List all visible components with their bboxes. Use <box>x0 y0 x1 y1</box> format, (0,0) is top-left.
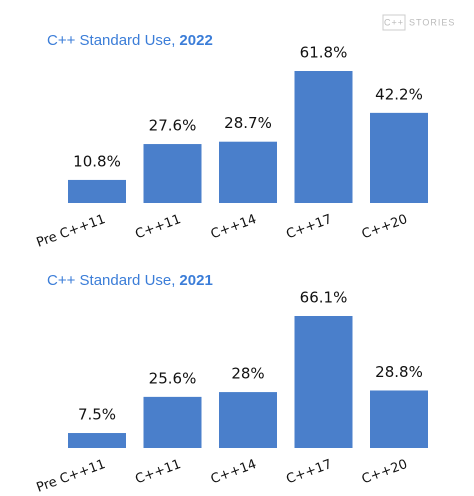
value-label: 28.7% <box>224 114 272 132</box>
category-label: Pre C++11 <box>35 457 108 496</box>
value-label: 7.5% <box>78 406 116 424</box>
title-text: C++ Standard Use, <box>47 32 175 49</box>
category-label: C++11 <box>133 212 183 242</box>
bar <box>219 141 277 203</box>
chart-title: C++ Standard Use, 2022 <box>47 32 213 49</box>
title-year: 2021 <box>179 272 212 289</box>
category-label: C++17 <box>284 212 334 242</box>
category-label: C++20 <box>360 212 410 242</box>
chart-title: C++ Standard Use, 2021 <box>47 272 213 289</box>
logo-text: STORIES <box>409 17 455 27</box>
value-label: 28.8% <box>375 363 423 381</box>
value-label: 61.8% <box>300 44 348 62</box>
category-label: C++14 <box>209 212 259 242</box>
logo-mark: C++ <box>384 17 404 27</box>
bar <box>68 179 126 203</box>
value-label: 25.6% <box>149 369 197 387</box>
bar <box>219 392 277 448</box>
title-text: C++ Standard Use, <box>47 272 175 289</box>
bar <box>370 390 428 448</box>
value-label: 10.8% <box>73 152 121 170</box>
bar <box>143 396 202 448</box>
title-year: 2022 <box>179 32 212 49</box>
value-label: 27.6% <box>149 117 197 135</box>
bar <box>294 316 353 448</box>
value-label: 42.2% <box>375 85 423 103</box>
category-label: C++11 <box>133 457 183 487</box>
category-label: Pre C++11 <box>35 212 108 251</box>
bar <box>143 144 202 203</box>
value-label: 66.1% <box>300 289 348 307</box>
bar <box>294 71 353 203</box>
bar <box>68 433 126 448</box>
logo-box <box>382 14 406 31</box>
category-label: C++14 <box>209 457 259 487</box>
category-label: C++20 <box>360 457 410 487</box>
value-label: 28% <box>231 365 264 383</box>
bar <box>370 112 428 203</box>
category-label: C++17 <box>284 457 334 487</box>
